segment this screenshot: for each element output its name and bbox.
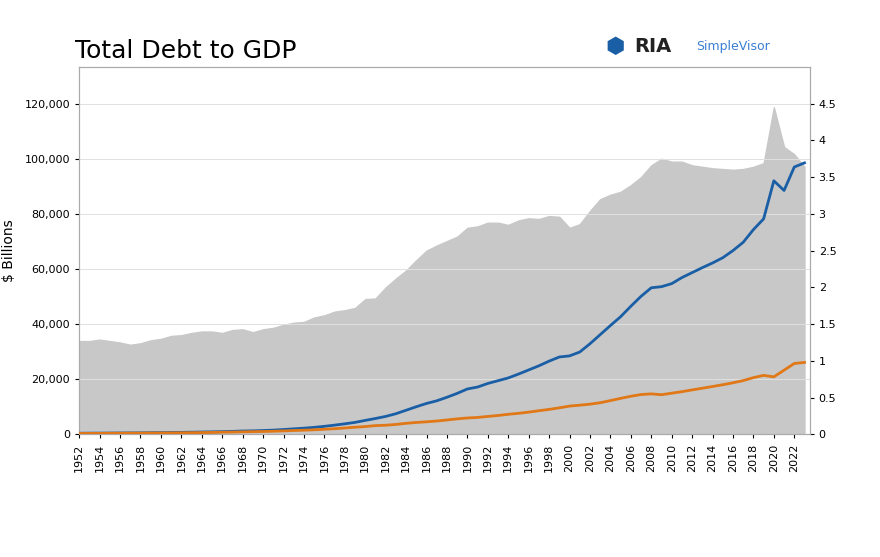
- Text: ⬢: ⬢: [605, 37, 625, 57]
- Text: RIA: RIA: [634, 37, 671, 56]
- Text: SimpleVisor: SimpleVisor: [696, 40, 770, 53]
- Text: Total Debt to GDP: Total Debt to GDP: [75, 39, 297, 63]
- Y-axis label: $ Billions: $ Billions: [3, 219, 16, 282]
